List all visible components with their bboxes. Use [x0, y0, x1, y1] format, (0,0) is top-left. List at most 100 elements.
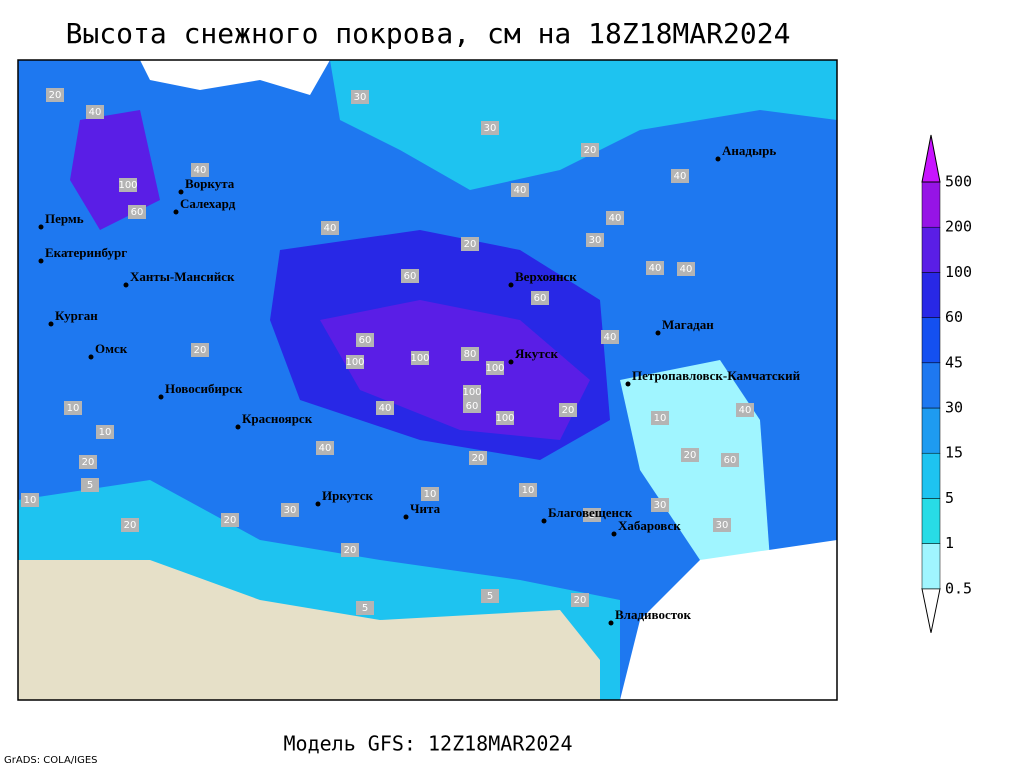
contour-label: 60 [131, 207, 144, 218]
colorbar-segment [921, 452, 941, 499]
colorbar-label: 100 [945, 263, 972, 281]
contour-label: 40 [680, 264, 693, 275]
footer: Модель GFS: 12Z18MAR2024 [284, 732, 573, 756]
credit: GrADS: COLA/IGES [4, 755, 98, 766]
city-label: Хабаровск [618, 518, 681, 533]
colorbar-label: 5 [945, 489, 954, 507]
contour-label-box [411, 351, 429, 365]
colorbar-segment [921, 226, 941, 273]
contour-label: 100 [495, 413, 514, 424]
city-dot [173, 209, 179, 215]
contour-label: 100 [345, 357, 364, 368]
city-label: Омск [95, 341, 128, 356]
colorbar-label: 60 [945, 308, 963, 326]
colorbar-segment [921, 362, 941, 409]
contour-label-box [571, 593, 589, 607]
contour-label: 60 [534, 293, 547, 304]
land-no-snow [18, 560, 600, 700]
city-dot [508, 359, 514, 365]
city-dot [611, 531, 617, 537]
city-dot [38, 258, 44, 264]
city-label: Пермь [45, 211, 84, 226]
contour-label-box [96, 425, 114, 439]
colorbar-segment [921, 272, 941, 318]
city-label: Владивосток [615, 607, 691, 622]
contour-label-box [496, 411, 514, 425]
contour-label-box [651, 498, 669, 512]
contour-label-box [81, 478, 99, 492]
labels: 20 40 40 30 30 20 100 60 40 20 40 60 60 100 100 80 100 10… [21, 88, 801, 626]
contour-label-box [721, 453, 739, 467]
contour-label: 5 [487, 591, 493, 602]
contour-label: 100 [462, 387, 481, 398]
contour-label-box [671, 169, 689, 183]
arctic-sea [330, 60, 837, 190]
city-label: Екатеринбург [45, 245, 127, 260]
contour-label: 5 [87, 480, 93, 491]
contour-label-box [606, 211, 624, 225]
contour-label: 30 [716, 520, 729, 531]
contour-label: 40 [379, 403, 392, 414]
colorbar-label: 15 [945, 444, 963, 462]
city-dot [123, 282, 129, 288]
colorbar-segment [921, 543, 941, 590]
contour-label: 20 [344, 545, 357, 556]
contour-label: 60 [359, 335, 372, 346]
deepest-snow [320, 300, 590, 440]
contour-label-box [481, 589, 499, 603]
city-label: Якутск [515, 346, 559, 361]
map-frame [17, 59, 838, 701]
contour-label: 60 [404, 271, 417, 282]
contour-label: 100 [118, 180, 137, 191]
contour-label: 20 [194, 345, 207, 356]
city-label: Новосибирск [165, 381, 243, 396]
contour-label: 10 [654, 413, 667, 424]
contour-label-box [681, 448, 699, 462]
contour-label: 10 [67, 403, 80, 414]
colorbar-label: 200 [945, 218, 972, 236]
contour-label: 40 [649, 263, 662, 274]
contour-label-box [346, 355, 364, 369]
contour-label: 40 [604, 332, 617, 343]
ural-snow [70, 110, 160, 230]
contour-label-box [713, 518, 731, 532]
contour-label-box [583, 508, 601, 522]
contour-label-box [461, 237, 479, 251]
contour-label: 20 [472, 453, 485, 464]
contour-label: 30 [654, 500, 667, 511]
colorbar-label: 30 [945, 399, 963, 417]
colorbar-over [921, 134, 941, 183]
contour-label: 20 [584, 145, 597, 156]
contour-label: 5 [362, 603, 368, 614]
contour-label: 40 [324, 223, 337, 234]
contour-label-box [356, 601, 374, 615]
contour-label: 80 [464, 349, 477, 360]
contour-label-box [401, 269, 419, 283]
contour-label-box [376, 401, 394, 415]
contour-label-box [511, 183, 529, 197]
city-label: Салехард [180, 196, 236, 211]
contour-label: 40 [514, 185, 527, 196]
city-dot [508, 282, 514, 288]
colorbar-under [921, 588, 941, 633]
contour-label: 30 [484, 123, 497, 134]
city-label: Анадырь [722, 143, 776, 158]
contour-label: 40 [609, 213, 622, 224]
city-label: Чита [410, 501, 441, 516]
city-dot [235, 424, 241, 430]
contour-label: 5 [589, 510, 595, 521]
colorbar-label: 0.5 [945, 579, 972, 597]
contour-label: 40 [674, 171, 687, 182]
contour-label-box [736, 403, 754, 417]
contour-label-box [119, 178, 137, 192]
colorbar-segment [921, 407, 941, 454]
contour-label-box [79, 455, 97, 469]
contour-label-box [463, 385, 481, 399]
contour-label-box [356, 333, 374, 347]
contour-label: 20 [684, 450, 697, 461]
contour-label: 60 [466, 401, 479, 412]
city-label: Красноярск [242, 411, 313, 426]
city-dot [88, 354, 94, 360]
city-dot [625, 381, 631, 387]
